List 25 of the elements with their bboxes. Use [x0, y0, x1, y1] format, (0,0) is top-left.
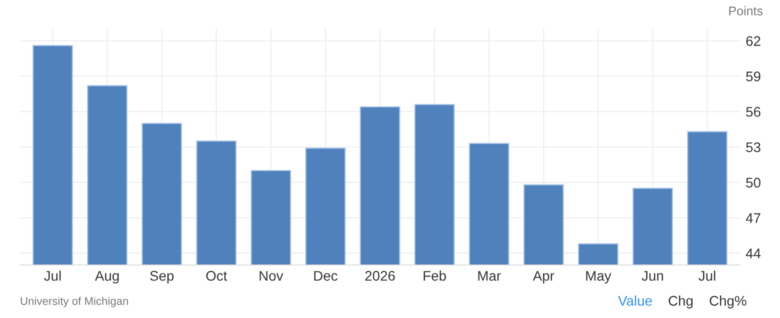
y-tick-label: 56	[746, 106, 760, 117]
x-tick-label: Oct	[206, 270, 228, 281]
text: Value	[618, 296, 652, 306]
text: University of Michigan	[20, 296, 128, 308]
y-tick-label: 59	[746, 72, 760, 82]
x-tick-label: Sep	[150, 270, 174, 284]
y-tick-label: 44	[746, 248, 761, 258]
y-tick-label: 50	[746, 178, 760, 188]
y-tick-label: 47	[746, 213, 760, 223]
y-tick-label: 53	[746, 142, 760, 152]
x-tick-label: Mar	[478, 271, 501, 281]
x-tick-label: Jul	[44, 270, 61, 281]
x-tick-label: Jun	[642, 271, 664, 281]
x-tick-label: Nov	[260, 271, 284, 281]
x-tick-label: Jul	[698, 270, 716, 281]
x-tick-label: May	[586, 271, 612, 284]
x-tick-label: Dec	[314, 271, 338, 281]
x-tick-label: Apr	[532, 271, 554, 284]
x-tick-label: Feb	[424, 270, 446, 281]
text: Chg%	[710, 296, 746, 308]
y-axis-title: Points	[729, 6, 763, 16]
x-tick-label: Aug	[94, 271, 119, 284]
text: Chg	[668, 296, 693, 308]
x-tick-label: 2026	[365, 270, 395, 281]
y-tick-label: 62	[746, 36, 760, 46]
